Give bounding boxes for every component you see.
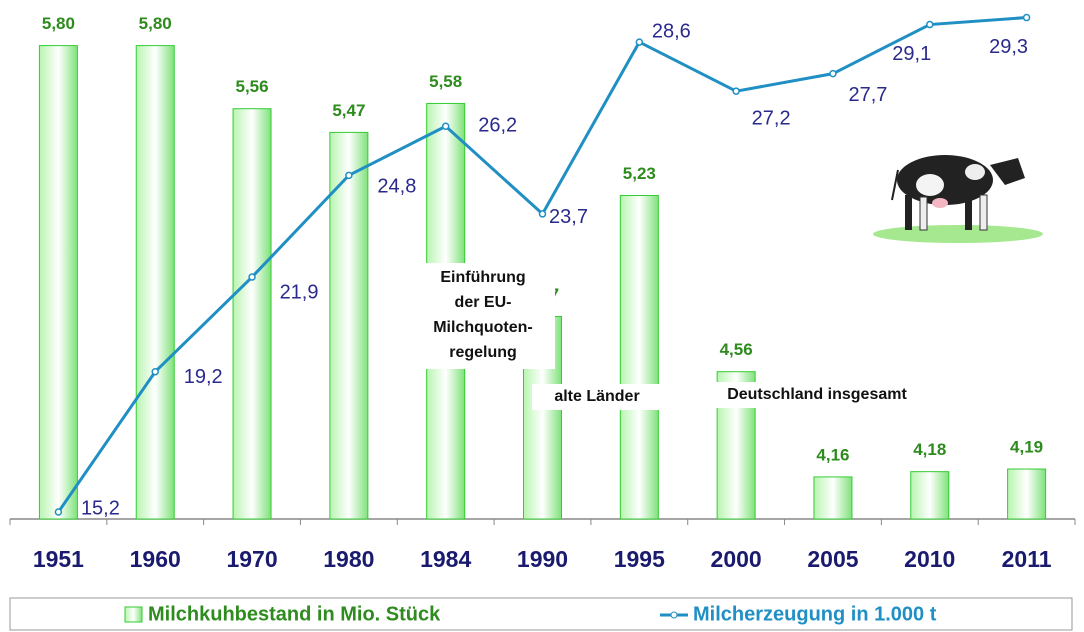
bar	[619, 195, 659, 520]
x-tick-label: 1995	[614, 546, 665, 572]
line-point	[1022, 13, 1031, 22]
bar	[232, 108, 272, 520]
x-tick-label: 2005	[807, 546, 858, 572]
x-tick-label: 1984	[420, 546, 471, 572]
annotation: Deutschland insgesamt	[727, 386, 907, 403]
bar	[910, 471, 950, 520]
x-tick-label: 2000	[711, 546, 762, 572]
x-tick-label: 1951	[33, 546, 84, 572]
line-point	[732, 87, 740, 95]
x-tick-label: 1990	[517, 546, 568, 572]
bar-value-label: 5,23	[623, 164, 656, 183]
annotation-box	[532, 384, 662, 410]
line-point	[248, 273, 256, 281]
line-point	[926, 20, 934, 29]
line-value-label: 27,7	[848, 84, 887, 106]
annotation: Milchquoten-	[433, 319, 533, 336]
annotation-box	[690, 382, 944, 408]
line-point	[829, 69, 837, 78]
bar-value-label: 5,80	[139, 14, 172, 33]
bar-value-label: 5,56	[235, 77, 268, 96]
bar	[135, 45, 175, 520]
line-point	[54, 508, 63, 516]
bar-value-label: 4,16	[816, 445, 849, 464]
line-value-label: 26,2	[478, 115, 517, 137]
annotation: der EU-	[455, 294, 512, 311]
line-point	[635, 38, 644, 46]
legend-swatch	[670, 611, 678, 619]
line-point	[441, 122, 450, 131]
line-value-label: 24,8	[377, 176, 416, 198]
bar-value-label: 4,56	[720, 340, 753, 359]
annotation-box	[415, 263, 555, 369]
line-point	[538, 210, 547, 218]
line-value-label: 27,2	[752, 107, 791, 129]
bar-value-label: 5,80	[42, 14, 75, 33]
bar-value-label: 4,19	[1010, 438, 1043, 457]
cow-illustration	[873, 155, 1043, 243]
line-value-label: 29,3	[989, 36, 1028, 58]
line-value-label: 23,7	[549, 206, 588, 228]
x-tick-label: 1960	[130, 546, 181, 572]
line-point	[345, 171, 353, 180]
line-value-label: 19,2	[184, 366, 223, 388]
bar-value-label: 4,18	[913, 440, 946, 459]
line-value-label: 28,6	[652, 20, 691, 42]
legend	[9, 597, 1073, 631]
line-value-label: 29,1	[892, 43, 931, 65]
annotation: alte Länder	[554, 388, 639, 405]
bar	[329, 131, 369, 520]
bar	[1007, 468, 1047, 520]
annotation: regelung	[449, 344, 517, 361]
line-value-label: 15,2	[81, 497, 120, 519]
x-tick-label: 2011	[1002, 546, 1052, 572]
line-point	[151, 367, 159, 376]
legend-label: Milchkuhbestand in Mio. Stück	[148, 603, 441, 625]
legend-label: Milcherzeugung in 1.000 t	[693, 603, 937, 625]
legend-swatch	[124, 606, 143, 623]
bar-value-label: 5,47	[332, 101, 365, 120]
bar	[38, 45, 78, 520]
x-tick-label: 1970	[226, 546, 277, 572]
bar	[813, 476, 853, 520]
line-value-label: 21,9	[280, 281, 319, 303]
annotation: Einführung	[440, 269, 525, 286]
x-tick-label: 2010	[904, 546, 955, 572]
bar-value-label: 5,58	[429, 72, 462, 91]
x-tick-label: 1980	[323, 546, 374, 572]
